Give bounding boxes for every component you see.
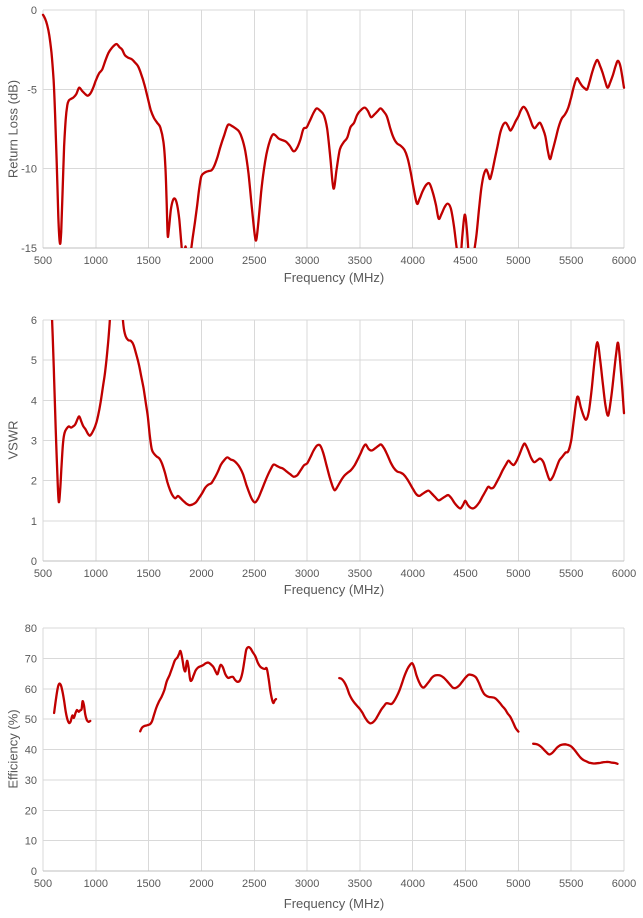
vswr-plot-area: 500 1000 1500 2000 2500 3000 3500 4000 4500 5000 5… [31,315,636,580]
series-line [41,13,626,248]
efficiency-y-axis-title: Efficiency (%) [5,709,21,789]
vswr-x-axis-title: Frequency (MHz) [283,582,385,597]
x-tick-label: 3500 [348,878,372,890]
x-tick-label: 500 [34,568,52,580]
x-tick-label: 1000 [84,255,108,267]
return-loss-y-axis-title: Return Loss (dB) [5,79,21,179]
x-tick-label: 2000 [189,568,213,580]
x-tick-label: 3000 [295,255,319,267]
x-tick-label: 1000 [84,878,108,890]
vswr-series [50,320,626,510]
tick-labels: 500 1000 1500 2000 2500 3000 3500 4000 4500 5000 5… [25,623,636,890]
x-tick-label: 4000 [400,255,424,267]
y-tick-label: 3 [31,436,37,448]
x-tick-label: 3500 [348,568,372,580]
y-tick-label: -10 [21,164,37,176]
return-loss-chart: 500 1000 1500 2000 2500 3000 3500 4000 4500 5000 5… [0,0,643,299]
y-tick-label: 2 [31,476,37,488]
y-tick-label: 6 [31,315,37,327]
x-tick-label: 2000 [189,878,213,890]
return-loss-plot-area: 500 1000 1500 2000 2500 3000 3500 4000 4500 5000 5… [21,5,636,267]
x-tick-label: 5000 [506,568,530,580]
efficiency-plot-area: 500 1000 1500 2000 2500 3000 3500 4000 4500 5000 5… [25,623,636,890]
x-tick-label: 500 [34,878,52,890]
y-tick-label: 40 [25,745,37,757]
x-tick-label: 5500 [559,255,583,267]
y-tick-label: 0 [31,5,37,17]
y-tick-label: 70 [25,653,37,665]
x-tick-label: 6000 [612,878,636,890]
x-tick-label: 1500 [136,255,160,267]
y-tick-label: 0 [31,556,37,568]
y-tick-label: 1 [31,516,37,528]
x-tick-label: 3000 [295,568,319,580]
return-loss-series [41,13,626,248]
y-tick-label: 60 [25,684,37,696]
efficiency-chart: 500 1000 1500 2000 2500 3000 3500 4000 4500 5000 5… [0,604,643,918]
series-line [52,682,92,725]
x-tick-label: 5000 [506,255,530,267]
x-tick-label: 1000 [84,568,108,580]
x-tick-label: 5500 [559,568,583,580]
y-tick-label: 10 [25,836,37,848]
series-line [50,320,626,510]
y-tick-label: 0 [31,866,37,878]
x-tick-label: 3000 [295,878,319,890]
x-tick-label: 4500 [453,878,477,890]
x-tick-label: 1500 [136,878,160,890]
gridlines [42,9,625,249]
x-tick-label: 2500 [242,878,266,890]
return-loss-x-axis-title: Frequency (MHz) [283,270,385,285]
vswr-y-axis-title: VSWR [5,420,21,460]
tick-labels: 500 1000 1500 2000 2500 3000 3500 4000 4500 5000 5… [31,315,636,580]
x-tick-label: 2500 [242,568,266,580]
series-line [139,645,278,733]
y-tick-label: 30 [25,775,37,787]
gridlines [42,319,625,562]
y-tick-label: -15 [21,243,37,255]
y-tick-label: 20 [25,805,37,817]
x-tick-label: 4000 [400,878,424,890]
x-tick-label: 1500 [136,568,160,580]
tick-labels: 500 1000 1500 2000 2500 3000 3500 4000 4500 5000 5… [21,5,636,267]
x-tick-label: 4000 [400,568,424,580]
y-tick-label: -5 [27,84,37,96]
series-line [338,661,520,733]
efficiency-x-axis-title: Frequency (MHz) [283,896,385,911]
efficiency-series [52,645,619,765]
vswr-chart: 500 1000 1500 2000 2500 3000 3500 4000 4500 5000 5… [0,299,643,604]
x-tick-label: 2000 [189,255,213,267]
gridlines [42,627,625,872]
x-tick-label: 4500 [453,568,477,580]
x-tick-label: 6000 [612,568,636,580]
y-tick-label: 50 [25,714,37,726]
y-tick-label: 5 [31,355,37,367]
x-tick-label: 3500 [348,255,372,267]
x-tick-label: 5000 [506,878,530,890]
x-tick-label: 500 [34,255,52,267]
x-tick-label: 5500 [559,878,583,890]
series-line [532,742,619,765]
x-tick-label: 6000 [612,255,636,267]
y-tick-label: 4 [31,395,37,407]
x-tick-label: 4500 [453,255,477,267]
y-tick-label: 80 [25,623,37,635]
x-tick-label: 2500 [242,255,266,267]
